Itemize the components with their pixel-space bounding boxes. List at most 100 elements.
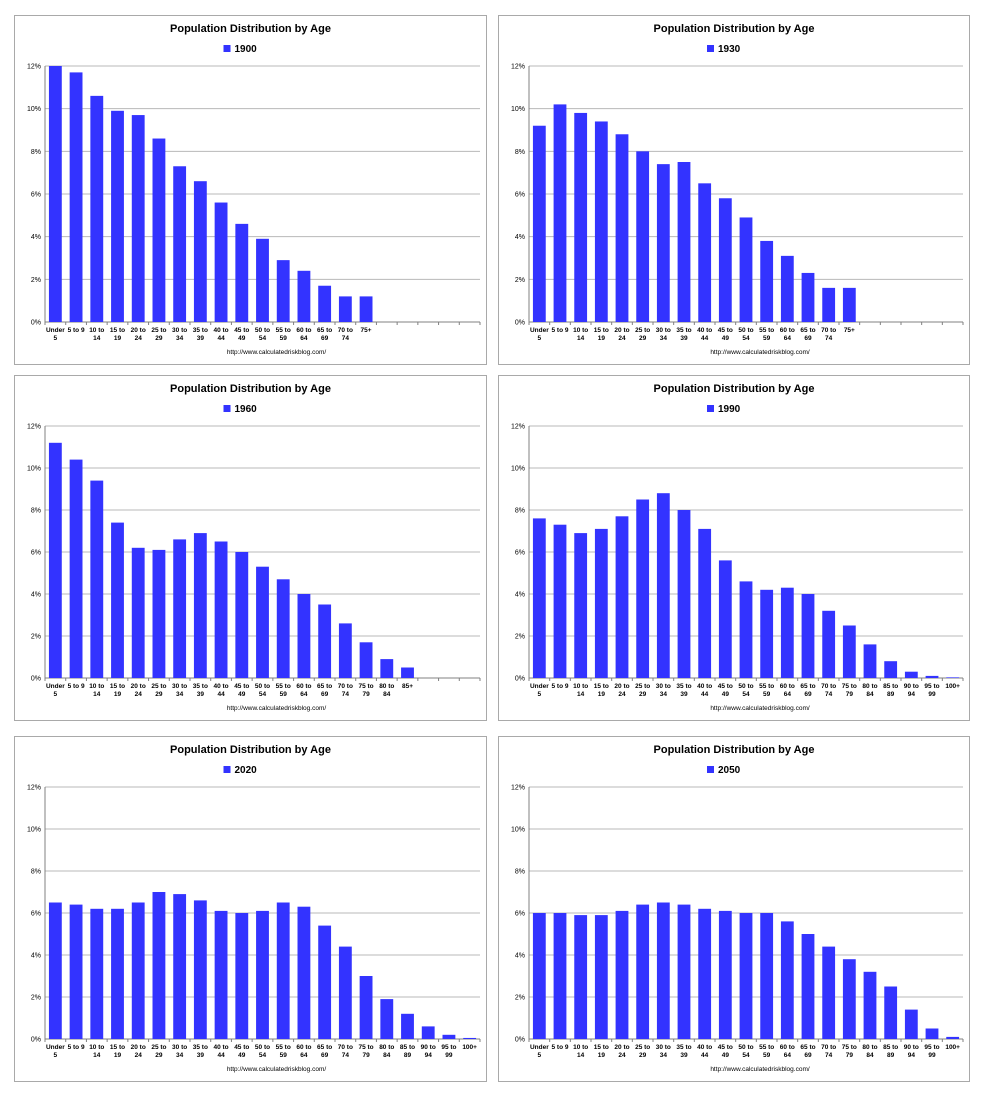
x-tick-label-line2: 64 xyxy=(784,691,792,698)
x-tick-label: 45 to xyxy=(234,327,249,334)
bar-3 xyxy=(594,915,608,1039)
x-tick-label: 20 to xyxy=(131,327,146,334)
bar-11 xyxy=(276,579,290,678)
x-tick-label: 20 to xyxy=(614,327,629,334)
x-tick-label-line2: 69 xyxy=(321,691,329,698)
bar-5 xyxy=(636,151,650,322)
x-tick-label-line2: 34 xyxy=(660,691,668,698)
x-tick-label: 75 to xyxy=(842,1044,857,1051)
x-tick-label-line2: 29 xyxy=(639,335,647,342)
legend-swatch xyxy=(707,766,714,773)
bar-14 xyxy=(338,623,352,678)
x-tick-label-line2: 74 xyxy=(825,1052,833,1059)
bar-7 xyxy=(193,900,207,1039)
x-tick-label: 35 to xyxy=(193,683,208,690)
x-tick-label: 65 to xyxy=(317,327,332,334)
bar-11 xyxy=(276,902,290,1039)
x-tick-label: 75+ xyxy=(844,327,855,334)
y-tick-label: 6% xyxy=(515,550,525,557)
y-tick-label: 12% xyxy=(27,64,41,71)
x-tick-label-line2: 59 xyxy=(763,691,771,698)
bar-1 xyxy=(553,524,567,678)
x-tick-label: 10 to xyxy=(573,1044,588,1051)
y-tick-label: 0% xyxy=(515,676,525,683)
bar-9 xyxy=(235,913,249,1039)
bar-19 xyxy=(925,675,939,678)
bar-1 xyxy=(69,72,83,323)
x-tick-label: 65 to xyxy=(800,327,815,334)
x-tick-label: 35 to xyxy=(193,1044,208,1051)
x-tick-label-line2: 29 xyxy=(639,1052,647,1059)
source-url: http://www.calculatedriskblog.com/ xyxy=(710,705,810,712)
x-tick-label: 5 to 9 xyxy=(68,683,85,690)
x-tick-label: 15 to xyxy=(594,683,609,690)
bar-4 xyxy=(615,134,629,322)
x-tick-label: 25 to xyxy=(635,1044,650,1051)
x-tick-label-line2: 5 xyxy=(538,335,542,342)
bar-0 xyxy=(48,902,62,1039)
x-tick-label-line2: 44 xyxy=(217,1052,225,1059)
x-tick-label-line2: 34 xyxy=(176,1052,184,1059)
x-tick-label: 30 to xyxy=(656,1044,671,1051)
x-tick-label-line2: 14 xyxy=(93,1052,101,1059)
legend-label: 1900 xyxy=(235,44,258,55)
legend-label: 1930 xyxy=(718,44,741,55)
x-tick-label-line2: 49 xyxy=(238,335,246,342)
x-tick-label: Under xyxy=(530,1044,549,1051)
y-tick-label: 6% xyxy=(31,911,41,918)
x-tick-label-line2: 5 xyxy=(54,691,58,698)
x-tick-label: 20 to xyxy=(614,1044,629,1051)
x-tick-label-line2: 64 xyxy=(784,335,792,342)
bar-0 xyxy=(48,66,62,322)
x-tick-label: 40 to xyxy=(697,683,712,690)
x-tick-label: 60 to xyxy=(296,327,311,334)
x-tick-label-line2: 69 xyxy=(804,691,812,698)
chart-panel-1960: Population Distribution by Age 1960 0% 2% 4%… xyxy=(14,375,487,721)
x-tick-label-line2: 79 xyxy=(846,691,854,698)
bar-11 xyxy=(760,913,774,1039)
x-tick-label: 10 to xyxy=(573,683,588,690)
chart-panel-2020: Population Distribution by Age 2020 0% 2% 4%… xyxy=(14,736,487,1082)
x-tick-label-line2: 89 xyxy=(887,691,895,698)
x-tick-label: 60 to xyxy=(780,1044,795,1051)
chart-1900: Population Distribution by Age 1900 0% 2% 4%… xyxy=(27,23,481,356)
x-tick-label-line2: 24 xyxy=(135,335,143,342)
x-tick-label-line2: 54 xyxy=(742,335,750,342)
x-tick-label: 5 to 9 xyxy=(68,327,85,334)
x-tick-label: 5 to 9 xyxy=(552,327,569,334)
x-tick-label-line2: 49 xyxy=(722,335,730,342)
y-tick-label: 10% xyxy=(511,466,525,473)
bar-6 xyxy=(656,493,670,678)
x-tick-label-line2: 29 xyxy=(155,1052,163,1059)
x-tick-label-line2: 99 xyxy=(928,1052,936,1059)
legend-swatch xyxy=(223,405,231,412)
bar-16 xyxy=(863,644,877,678)
x-tick-label-line2: 84 xyxy=(866,1052,874,1059)
legend-swatch xyxy=(707,45,714,52)
bar-8 xyxy=(698,908,712,1039)
bar-14 xyxy=(822,946,836,1039)
y-tick-label: 12% xyxy=(27,424,41,431)
bar-4 xyxy=(131,115,145,322)
bar-2 xyxy=(90,95,104,322)
bar-17 xyxy=(401,1013,414,1039)
bar-16 xyxy=(380,659,394,678)
bar-6 xyxy=(656,902,670,1039)
bar-1 xyxy=(553,913,567,1039)
x-tick-label: 75 to xyxy=(842,683,857,690)
x-tick-label: 20 to xyxy=(131,683,146,690)
x-tick-label-line2: 19 xyxy=(598,691,606,698)
x-tick-label: 45 to xyxy=(234,683,249,690)
x-tick-label-line2: 54 xyxy=(259,691,267,698)
y-tick-label: 4% xyxy=(31,234,41,241)
bar-6 xyxy=(656,164,670,322)
bar-5 xyxy=(152,549,166,678)
x-tick-label: 80 to xyxy=(862,683,877,690)
x-tick-label: 5 to 9 xyxy=(552,683,569,690)
bar-12 xyxy=(780,587,794,678)
bar-5 xyxy=(636,499,650,678)
legend-swatch xyxy=(223,45,231,52)
x-tick-label-line2: 64 xyxy=(300,691,308,698)
x-tick-label-line2: 39 xyxy=(197,691,205,698)
x-tick-label: 25 to xyxy=(151,1044,166,1051)
